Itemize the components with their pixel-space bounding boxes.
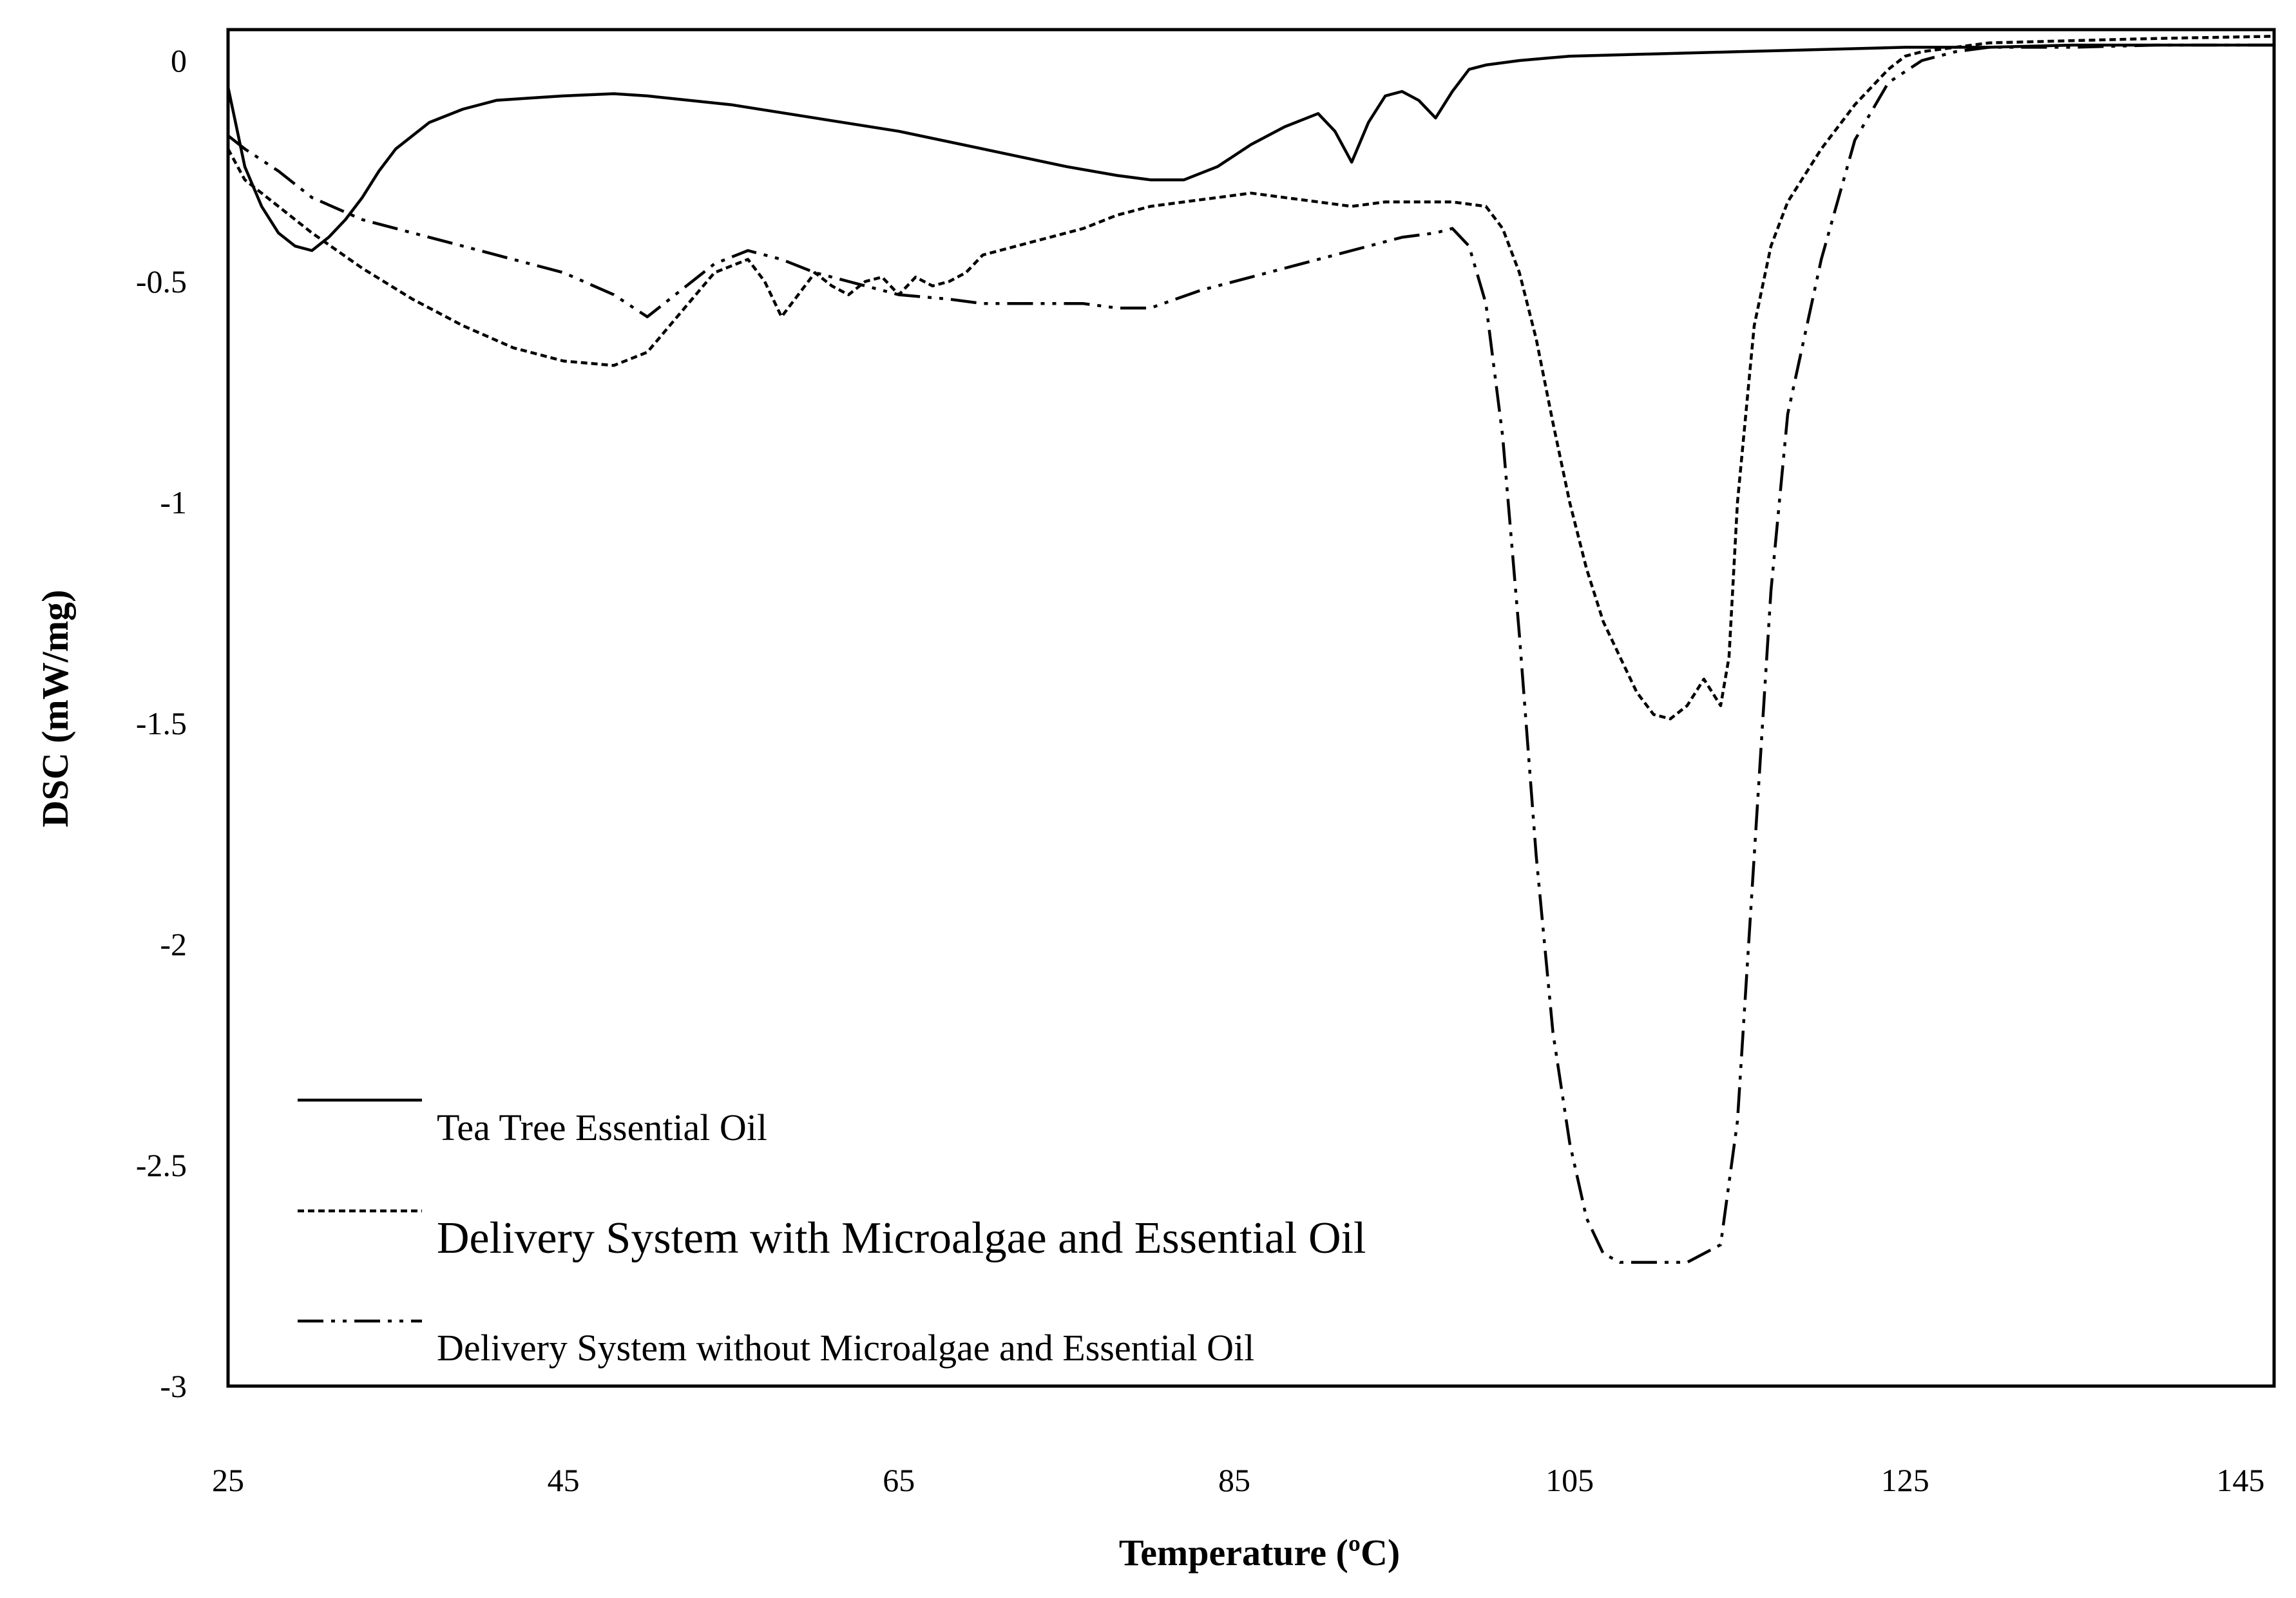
x-tick-labels: 25 45 65 85 105 125 145	[212, 1462, 2264, 1498]
x-tick-label: 85	[1218, 1462, 1250, 1498]
series-line-3	[227, 43, 2274, 1264]
legend: Tea Tree Essential Oil Delivery System w…	[298, 1098, 1366, 1369]
x-tick-label: 25	[212, 1462, 244, 1498]
x-tick-label: 45	[548, 1462, 580, 1498]
y-tick-label: -1.5	[136, 705, 187, 741]
x-axis-title: Temperature (ºC)	[1119, 1532, 1400, 1574]
y-tick-label: -2	[160, 926, 187, 962]
y-tick-label: -2.5	[136, 1147, 187, 1183]
series-layer	[226, 35, 2275, 1264]
y-tick-label: -0.5	[136, 263, 187, 300]
y-tick-labels: 0 -0.5 -1 -1.5 -2 -2.5 -3	[136, 43, 187, 1404]
plot-frame	[226, 28, 2276, 1388]
legend-label-tea-tree: Tea Tree Essential Oil	[437, 1107, 767, 1148]
y-tick-label: -1	[160, 484, 187, 520]
y-tick-label: -3	[160, 1368, 187, 1404]
legend-label-with-microalgae: Delivery System with Microalgae and Esse…	[437, 1213, 1366, 1263]
x-tick-label: 105	[1545, 1462, 1594, 1498]
x-tick-label: 65	[883, 1462, 915, 1498]
series-line-1	[226, 43, 2274, 252]
legend-label-without-microalgae: Delivery System without Microalgae and E…	[437, 1327, 1254, 1369]
x-tick-label: 145	[2216, 1462, 2264, 1498]
x-tick-label: 125	[1881, 1462, 1929, 1498]
y-tick-label: 0	[171, 43, 187, 79]
y-axis-title: DSC (mW/mg)	[34, 590, 76, 828]
